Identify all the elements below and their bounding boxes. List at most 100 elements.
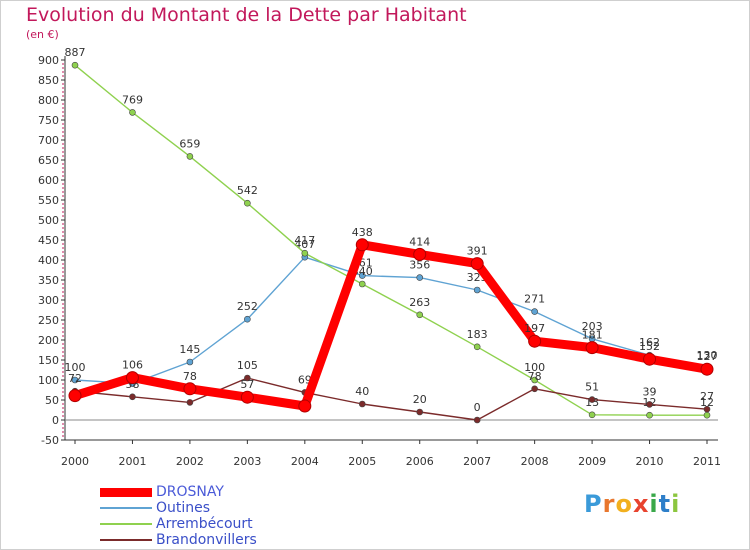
data-label-brandonvillers: 27	[700, 390, 714, 403]
series-point-arremb-court	[473, 343, 481, 351]
data-label-drosnay: 197	[524, 322, 545, 335]
legend: DROSNAY Outines Arrembécourt Brandonvillers	[100, 484, 340, 548]
series-point-arremb-court	[71, 61, 79, 69]
x-tick-label: 2010	[636, 455, 664, 468]
x-tick-label: 2003	[233, 455, 261, 468]
data-label-brandonvillers: 39	[643, 385, 657, 398]
y-tick-label: 450	[38, 234, 59, 247]
y-tick-label: 100	[38, 374, 59, 387]
series-point-drosnay	[240, 390, 254, 404]
x-tick-label: 2011	[693, 455, 721, 468]
data-label-drosnay: 391	[467, 245, 488, 258]
series-point-brandonvillers	[588, 396, 596, 403]
series-point-arremb-court	[358, 280, 366, 288]
data-label-outines: 271	[524, 293, 545, 306]
legend-swatch	[100, 487, 152, 497]
y-tick-label: 250	[38, 314, 59, 327]
series-point-outines	[244, 315, 251, 323]
series-point-brandonvillers	[186, 399, 194, 406]
series-point-drosnay	[585, 341, 599, 355]
data-label-brandonvillers: 78	[528, 370, 542, 383]
series-point-drosnay	[643, 352, 657, 366]
logo-letter: x	[632, 490, 650, 518]
data-label-drosnay: 127	[697, 350, 718, 363]
chart-title: Evolution du Montant de la Dette par Hab…	[26, 4, 467, 26]
legend-item-outines: Outines	[100, 500, 340, 516]
y-tick-label: 400	[38, 254, 59, 267]
data-label-arremb-court: 769	[122, 93, 143, 106]
data-label-drosnay: 152	[639, 340, 660, 353]
series-point-drosnay	[183, 382, 197, 396]
x-tick-label: 2009	[578, 455, 606, 468]
y-tick-label: 800	[38, 94, 59, 107]
y-tick-label: 650	[38, 154, 59, 167]
legend-label: Arrembécourt	[156, 516, 253, 532]
y-tick-label: 500	[38, 214, 59, 227]
data-label-outines: 130	[697, 349, 718, 362]
series-point-outines	[416, 274, 424, 281]
logo-letter: i	[671, 490, 681, 518]
data-label-drosnay: 414	[409, 235, 430, 248]
series-point-arremb-court	[244, 199, 251, 207]
x-tick-label: 2008	[521, 455, 549, 468]
series-point-arremb-court	[301, 249, 309, 257]
data-label-drosnay: 78	[183, 370, 197, 383]
series-point-drosnay	[413, 247, 427, 261]
legend-label: Outines	[156, 500, 211, 516]
unit-label: (en €)	[26, 28, 59, 41]
logo-letter: i	[649, 490, 659, 518]
data-label-arremb-court: 12	[700, 396, 714, 409]
logo-letter: P	[584, 490, 603, 518]
series-point-outines	[473, 286, 481, 294]
data-label-brandonvillers: 105	[237, 359, 258, 372]
y-tick-label: 0	[52, 414, 59, 427]
y-tick-label: 900	[38, 54, 59, 67]
series-point-brandonvillers	[416, 408, 424, 416]
x-tick-label: 2006	[406, 455, 434, 468]
data-label-arremb-court: 887	[65, 46, 86, 59]
legend-item-brandonvillers: Brandonvillers	[100, 532, 340, 548]
series-point-brandonvillers	[244, 374, 251, 382]
legend-item-arremb-court: Arrembécourt	[100, 516, 340, 532]
x-tick-label: 2007	[463, 455, 491, 468]
data-label-arremb-court: 659	[179, 137, 200, 150]
data-label-drosnay: 106	[122, 359, 143, 372]
series-point-drosnay	[700, 362, 714, 376]
series-point-outines	[186, 358, 194, 366]
series-point-outines	[531, 308, 538, 315]
y-tick-label: 300	[38, 294, 59, 307]
series-point-arremb-court	[416, 311, 424, 319]
data-label-drosnay: 181	[582, 329, 603, 342]
y-tick-label: 350	[38, 274, 59, 287]
y-tick-label: 700	[38, 134, 59, 147]
series-line-outines	[74, 256, 708, 385]
series-point-outines	[71, 376, 79, 384]
data-label-arremb-court: 100	[524, 361, 545, 374]
data-label-brandonvillers: 51	[585, 381, 599, 394]
y-tick-label: 150	[38, 354, 59, 367]
data-label-drosnay: 438	[352, 226, 373, 239]
data-label-arremb-court: 417	[294, 234, 315, 247]
x-tick-label: 2001	[118, 455, 146, 468]
data-label-drosnay: 57	[240, 378, 254, 391]
series-point-arremb-court	[703, 411, 711, 419]
series-point-drosnay	[528, 334, 542, 348]
logo-letter: r	[602, 490, 616, 518]
data-label-outines: 162	[639, 336, 660, 349]
y-tick-label: 50	[45, 394, 59, 407]
series-point-arremb-court	[588, 411, 596, 419]
x-tick-label: 2000	[61, 455, 89, 468]
series-point-brandonvillers	[703, 405, 711, 413]
series-point-drosnay	[470, 257, 484, 271]
series-line-brandonvillers	[74, 377, 708, 421]
legend-swatch	[100, 523, 152, 525]
series-point-brandonvillers	[646, 401, 653, 408]
y-tick-label: 600	[38, 174, 59, 187]
legend-label: Brandonvillers	[156, 532, 257, 548]
data-label-outines: 145	[179, 343, 200, 356]
series-point-drosnay	[68, 389, 82, 403]
series-point-outines	[358, 272, 366, 279]
legend-label: DROSNAY	[156, 484, 224, 500]
x-tick-label: 2002	[176, 455, 204, 468]
